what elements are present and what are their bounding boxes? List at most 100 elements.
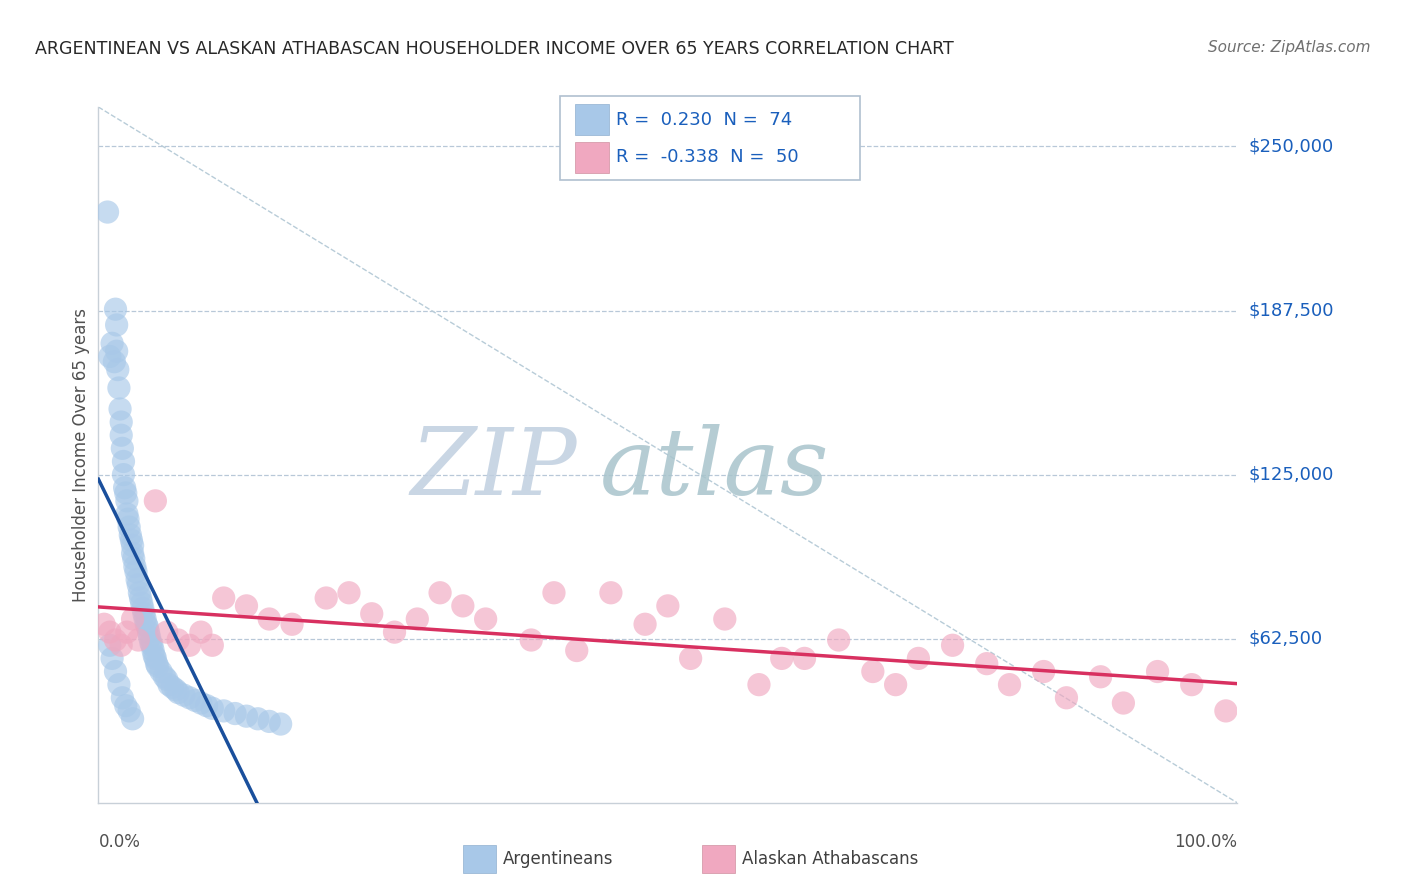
Point	[121, 712, 143, 726]
Point	[1146, 665, 1168, 679]
Point	[167, 685, 190, 699]
Point	[143, 648, 166, 663]
Point	[165, 682, 187, 697]
Point	[235, 599, 257, 613]
Point	[107, 362, 129, 376]
Point	[634, 617, 657, 632]
Point	[108, 381, 131, 395]
Text: R =  0.230  N =  74: R = 0.230 N = 74	[616, 111, 792, 128]
Point	[118, 520, 141, 534]
Text: 100.0%: 100.0%	[1174, 833, 1237, 851]
Point	[190, 625, 212, 640]
Point	[770, 651, 793, 665]
Point	[976, 657, 998, 671]
Point	[108, 678, 131, 692]
Point	[173, 688, 195, 702]
Point	[141, 638, 163, 652]
Point	[112, 467, 135, 482]
Point	[156, 673, 179, 687]
Point	[124, 559, 146, 574]
Point	[142, 643, 165, 657]
Point	[146, 659, 169, 673]
Point	[167, 633, 190, 648]
Point	[120, 528, 142, 542]
Point	[259, 714, 281, 729]
Point	[1181, 678, 1204, 692]
Point	[406, 612, 429, 626]
Point	[128, 586, 150, 600]
Point	[101, 651, 124, 665]
Point	[101, 336, 124, 351]
Text: Source: ZipAtlas.com: Source: ZipAtlas.com	[1208, 40, 1371, 55]
Text: ARGENTINEAN VS ALASKAN ATHABASCAN HOUSEHOLDER INCOME OVER 65 YEARS CORRELATION C: ARGENTINEAN VS ALASKAN ATHABASCAN HOUSEH…	[35, 40, 953, 58]
Point	[884, 678, 907, 692]
Point	[134, 612, 156, 626]
Point	[246, 712, 269, 726]
Point	[156, 625, 179, 640]
Point	[121, 612, 143, 626]
Point	[104, 633, 127, 648]
Point	[96, 205, 118, 219]
Point	[125, 565, 148, 579]
Point	[1054, 690, 1078, 705]
Point	[212, 591, 235, 605]
Point	[145, 494, 167, 508]
Point	[104, 665, 127, 679]
Point	[543, 586, 565, 600]
Text: 0.0%: 0.0%	[98, 833, 141, 851]
Point	[828, 633, 851, 648]
Point	[150, 665, 173, 679]
Point	[600, 586, 623, 600]
Point	[1032, 665, 1054, 679]
Point	[104, 302, 127, 317]
Point	[132, 601, 155, 615]
Point	[122, 551, 145, 566]
Point	[201, 701, 224, 715]
Point	[793, 651, 815, 665]
Point	[111, 442, 134, 456]
Point	[451, 599, 474, 613]
Point	[714, 612, 737, 626]
Point	[118, 704, 141, 718]
Point	[110, 415, 132, 429]
Point	[1090, 670, 1112, 684]
Point	[145, 657, 167, 671]
Point	[270, 717, 292, 731]
Point	[235, 709, 257, 723]
Point	[105, 344, 128, 359]
Text: $187,500: $187,500	[1249, 301, 1334, 319]
Point	[103, 355, 125, 369]
Point	[212, 704, 235, 718]
Point	[748, 678, 770, 692]
Point	[111, 690, 134, 705]
Point	[153, 670, 176, 684]
Point	[110, 638, 132, 652]
Point	[138, 631, 160, 645]
Point	[127, 573, 149, 587]
Point	[135, 617, 157, 632]
Point	[360, 607, 382, 621]
Point	[565, 643, 588, 657]
Point	[138, 625, 160, 640]
Point	[337, 586, 360, 600]
Point	[114, 486, 136, 500]
Point	[127, 633, 149, 648]
Point	[115, 625, 138, 640]
Point	[117, 512, 139, 526]
Point	[520, 633, 543, 648]
Text: $250,000: $250,000	[1249, 137, 1334, 155]
Point	[93, 617, 115, 632]
Point	[179, 638, 201, 652]
Point	[184, 693, 207, 707]
Point	[136, 620, 159, 634]
Point	[112, 454, 135, 468]
Point	[115, 494, 138, 508]
Point	[114, 698, 136, 713]
Point	[132, 607, 155, 621]
Point	[98, 350, 121, 364]
Point	[127, 578, 149, 592]
Point	[201, 638, 224, 652]
Point	[114, 481, 136, 495]
Point	[115, 507, 138, 521]
Point	[224, 706, 246, 721]
